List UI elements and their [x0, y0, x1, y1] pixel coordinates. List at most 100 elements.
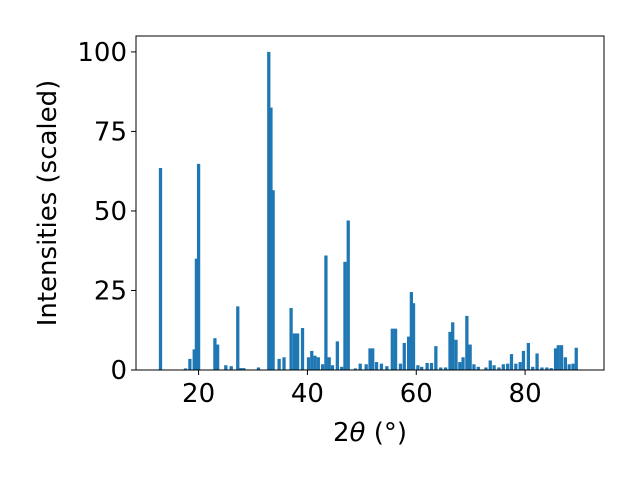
- bar: [567, 364, 571, 370]
- y-axis-label: Intensities (scaled): [33, 80, 63, 327]
- bar: [488, 360, 492, 370]
- bar: [316, 357, 320, 370]
- bar: [196, 163, 201, 370]
- bar: [216, 344, 220, 370]
- bar: [531, 366, 535, 370]
- x-tick-label: 60: [400, 379, 433, 409]
- bar: [448, 331, 452, 370]
- bar: [346, 220, 350, 370]
- x-tick-label: 20: [182, 379, 215, 409]
- bar: [398, 363, 403, 370]
- bar: [526, 342, 530, 370]
- x-axis-ticks: 20 40 60 80: [182, 370, 542, 409]
- bar: [402, 342, 406, 370]
- bar: [409, 292, 413, 370]
- bar: [340, 366, 344, 370]
- bar: [242, 368, 246, 370]
- x-tick-label: 40: [291, 379, 324, 409]
- bar: [559, 345, 564, 370]
- bar: [224, 365, 228, 370]
- bar: [158, 168, 163, 370]
- bar: [229, 366, 233, 370]
- y-tick-label: 75: [94, 117, 127, 147]
- bar: [429, 363, 434, 370]
- bar: [292, 333, 296, 370]
- bar: [535, 353, 539, 370]
- bar: [518, 362, 522, 370]
- bar: [407, 336, 411, 370]
- bar: [468, 344, 472, 370]
- bar: [271, 190, 275, 370]
- bar: [256, 367, 261, 370]
- bar: [451, 322, 455, 370]
- bar: [484, 367, 488, 370]
- bar: [540, 367, 544, 370]
- bar: [416, 365, 420, 370]
- bar: [425, 363, 429, 370]
- bar: [434, 346, 438, 370]
- bars-group: [158, 51, 578, 371]
- bar: [385, 366, 389, 370]
- y-tick-label: 25: [94, 276, 127, 306]
- bar: [321, 364, 325, 370]
- bar: [390, 328, 394, 370]
- y-tick-label: 50: [94, 197, 127, 227]
- bar: [379, 363, 384, 370]
- bar: [461, 357, 465, 370]
- bar: [371, 348, 375, 370]
- bar: [192, 349, 196, 370]
- bar: [509, 354, 514, 370]
- bar: [521, 350, 526, 370]
- bar: [194, 258, 199, 370]
- bar: [553, 348, 558, 370]
- y-axis-ticks: 0 25 50 75 100: [77, 38, 136, 386]
- bar: [188, 358, 192, 370]
- bar: [300, 328, 305, 370]
- bar: [295, 333, 300, 370]
- y-tick-label: 0: [110, 356, 127, 386]
- bar: [289, 307, 293, 370]
- plot-frame: [135, 35, 605, 371]
- bar: [476, 366, 480, 370]
- bar: [514, 363, 518, 370]
- bar: [444, 367, 448, 370]
- bar: [497, 367, 501, 370]
- bar: [556, 345, 560, 370]
- bar: [343, 261, 347, 370]
- bar: [368, 348, 372, 370]
- bar: [563, 357, 567, 370]
- x-axis-label: 2θ (°): [333, 418, 407, 448]
- bar: [454, 339, 458, 370]
- bar: [282, 357, 286, 370]
- bar: [364, 364, 368, 370]
- bar: [277, 358, 281, 370]
- bar: [501, 364, 505, 370]
- bar: [549, 368, 553, 370]
- bar: [545, 367, 549, 370]
- bar: [411, 303, 416, 370]
- bar: [327, 357, 331, 370]
- bar: [492, 365, 496, 370]
- bar: [313, 355, 317, 370]
- bar: [571, 363, 575, 370]
- bar: [393, 328, 398, 370]
- bar: [236, 306, 240, 370]
- bar: [330, 365, 335, 370]
- bar: [238, 368, 243, 370]
- bar: [506, 363, 510, 370]
- bar: [420, 366, 424, 370]
- bar: [439, 367, 443, 370]
- bar: [267, 51, 271, 371]
- bar: [374, 362, 379, 370]
- bar: [458, 362, 462, 370]
- bar: [574, 347, 578, 370]
- x-tick-label: 80: [509, 379, 542, 409]
- bar: [213, 338, 217, 370]
- bar: [335, 341, 339, 370]
- bar: [310, 350, 314, 370]
- bar: [353, 368, 357, 370]
- bar: [324, 255, 328, 370]
- bar: [269, 107, 273, 370]
- bar: [358, 363, 362, 370]
